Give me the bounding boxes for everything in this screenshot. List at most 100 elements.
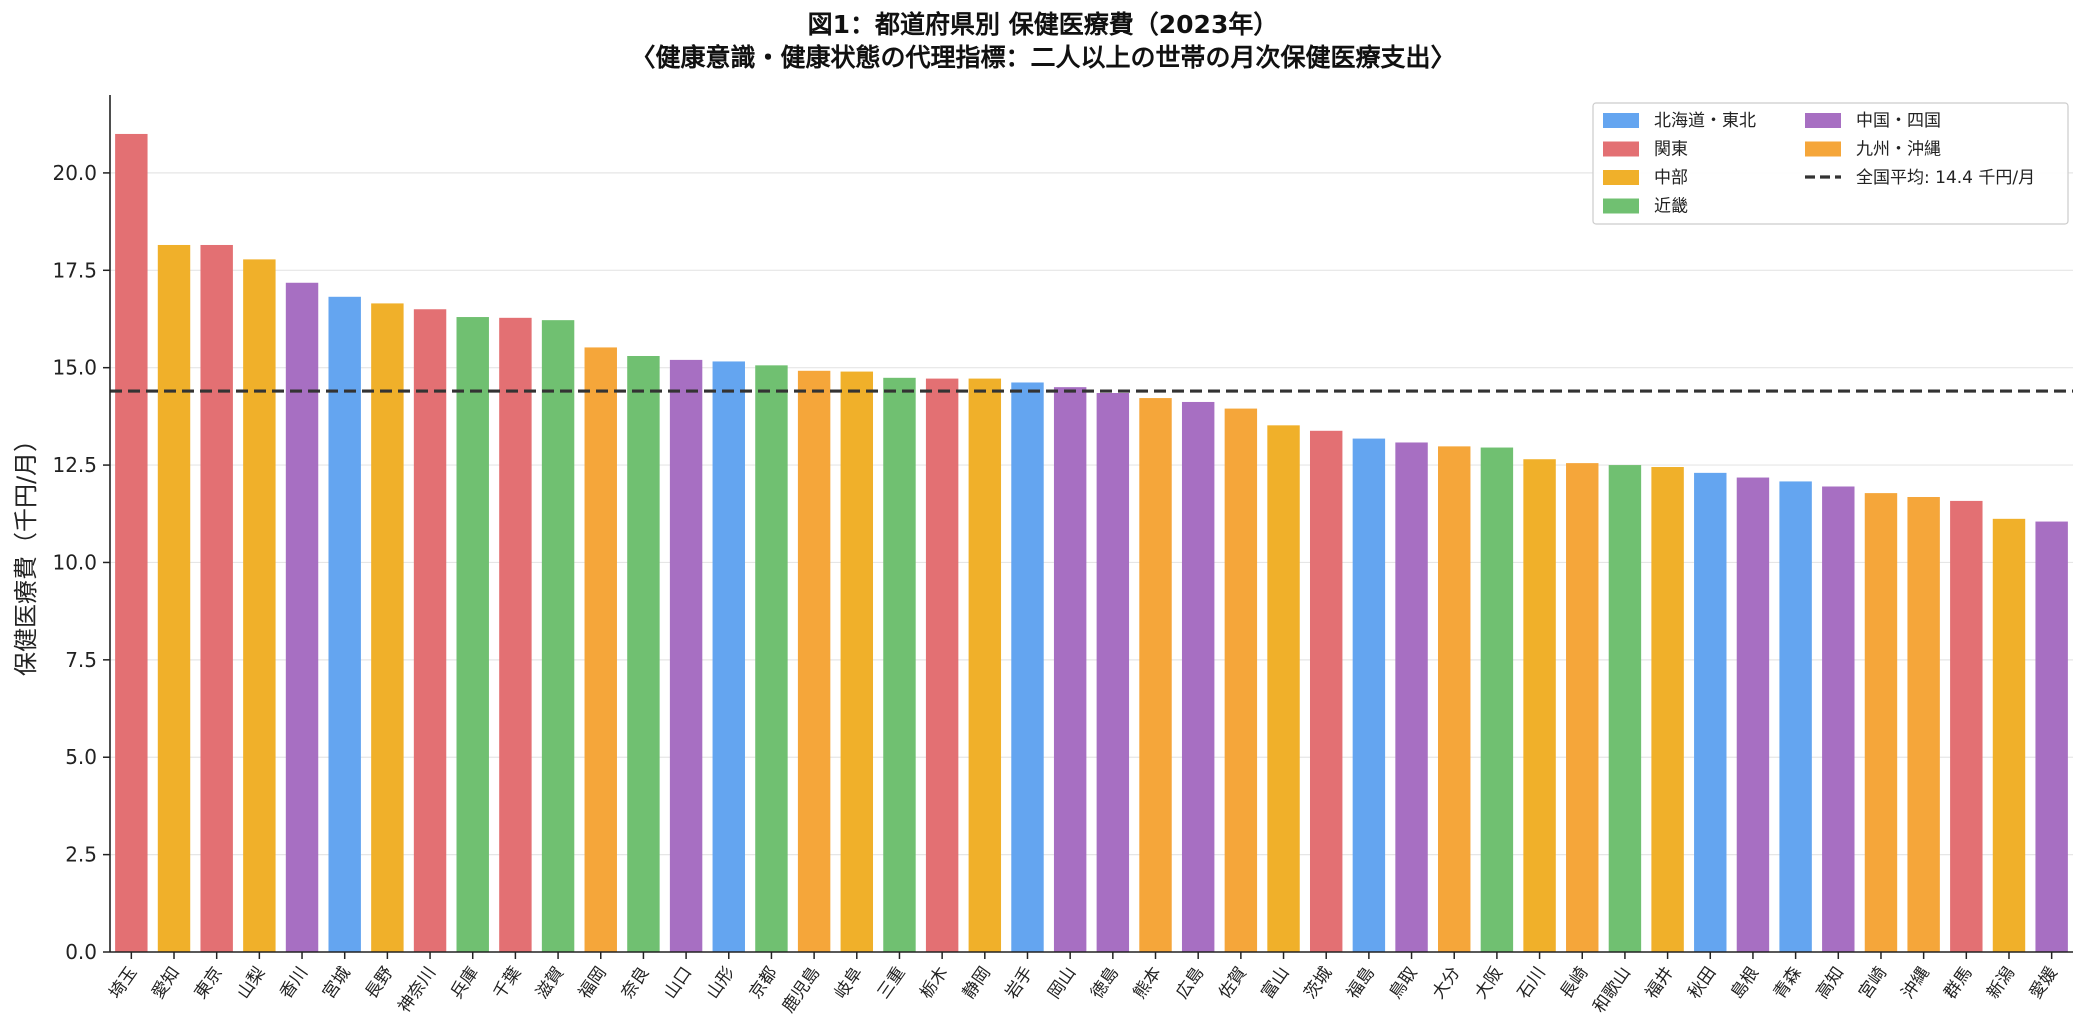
x-tick-label: 佐賀 — [1215, 963, 1251, 1002]
x-tick-label: 島根 — [1727, 963, 1763, 1002]
x-tick-label: 東京 — [191, 963, 227, 1002]
x-tick-label: 新潟 — [1983, 963, 2019, 1002]
x-tick-label: 福岡 — [575, 963, 611, 1002]
bar-福岡 — [584, 347, 617, 953]
x-tick-label: 山梨 — [234, 963, 270, 1002]
chart-subtitle: 〈健康意識・健康状態の代理指標：二人以上の世帯の月次保健医療支出〉 — [630, 43, 1455, 72]
bar-神奈川 — [413, 309, 447, 952]
bar-岐阜 — [840, 371, 874, 952]
legend-label: 関東 — [1654, 140, 1688, 160]
bar-奈良 — [627, 355, 660, 952]
x-tick-label: 三重 — [874, 963, 910, 1002]
x-tick-label: 群馬 — [1941, 963, 1977, 1002]
x-tick-label: 岡山 — [1044, 963, 1080, 1002]
bar-宮城 — [328, 296, 361, 952]
bar-三重 — [883, 377, 916, 952]
x-tick-label: 愛知 — [148, 963, 184, 1002]
x-tick-label: 岐阜 — [831, 963, 867, 1002]
y-tick-label: 7.5 — [65, 648, 97, 672]
bar-千葉 — [499, 317, 532, 952]
y-tick-label: 10.0 — [52, 550, 97, 574]
x-tick-label: 岩手 — [1002, 963, 1038, 1002]
x-tick-label: 奈良 — [618, 963, 654, 1002]
bar-長崎 — [1566, 463, 1599, 952]
x-tick-label: 沖縄 — [1898, 963, 1934, 1002]
bar-富山 — [1267, 425, 1300, 952]
bar-埼玉 — [115, 133, 148, 953]
bar-長野 — [371, 303, 404, 952]
bar-佐賀 — [1224, 408, 1258, 952]
x-tick-label: 香川 — [276, 963, 312, 1002]
y-tick-label: 0.0 — [65, 940, 97, 964]
legend-swatch — [1603, 141, 1639, 157]
bar-京都 — [755, 365, 788, 952]
x-tick-label: 静岡 — [959, 963, 995, 1002]
y-tick-label: 12.5 — [52, 453, 97, 477]
x-tick-label: 福井 — [1642, 963, 1678, 1002]
bar-滋賀 — [541, 320, 575, 952]
x-tick-label: 高知 — [1813, 963, 1849, 1002]
legend-label: 九州・沖縄 — [1856, 140, 1941, 160]
bar-島根 — [1736, 477, 1770, 952]
bar-山口 — [669, 359, 703, 953]
x-tick-label: 和歌山 — [1589, 963, 1635, 1016]
bar-秋田 — [1694, 472, 1727, 952]
bar-福井 — [1651, 467, 1684, 952]
bar-愛媛 — [2035, 521, 2068, 952]
bar-岩手 — [1011, 382, 1044, 952]
bar-大分 — [1438, 446, 1471, 952]
legend-label: 全国平均: 14.4 千円/月 — [1856, 168, 2035, 188]
bar-栃木 — [925, 378, 959, 952]
grid-lines — [110, 172, 2073, 856]
x-tick-label: 山形 — [703, 963, 739, 1002]
legend-swatch — [1805, 141, 1841, 157]
x-tick-label: 宮崎 — [1855, 963, 1891, 1002]
x-tick-label: 秋田 — [1684, 963, 1720, 1002]
bar-静岡 — [968, 378, 1002, 952]
legend-swatch — [1603, 170, 1639, 185]
bar-山梨 — [243, 259, 276, 952]
x-tick-label: 滋賀 — [532, 963, 568, 1002]
x-tick-label: 長野 — [362, 963, 398, 1002]
bar-岡山 — [1053, 387, 1087, 953]
y-tick-label: 15.0 — [52, 356, 97, 380]
x-tick-label: 栃木 — [916, 963, 952, 1002]
x-tick-label: 兵庫 — [447, 963, 483, 1002]
bar-東京 — [200, 244, 233, 953]
bar-群馬 — [1950, 500, 1983, 952]
chart-title: 図1：都道府県別 保健医療費（2023年） — [808, 10, 1279, 39]
bar-石川 — [1523, 459, 1556, 952]
bar-宮崎 — [1864, 493, 1898, 952]
x-tick-label: 広島 — [1172, 963, 1208, 1002]
x-tick-label: 徳島 — [1087, 963, 1123, 1002]
legend-swatch — [1603, 198, 1639, 214]
legend-label: 近畿 — [1654, 197, 1688, 217]
y-tick-label: 2.5 — [65, 843, 97, 867]
x-tick-label: 福島 — [1343, 963, 1379, 1002]
bar-福島 — [1352, 438, 1386, 952]
bar-和歌山 — [1608, 465, 1642, 952]
x-tick-label: 宮城 — [319, 963, 355, 1002]
x-tick-label: 鳥取 — [1386, 963, 1422, 1002]
x-tick-label: 鹿児島 — [779, 963, 825, 1016]
x-tick-label: 青森 — [1770, 963, 1806, 1002]
y-tick-label: 20.0 — [52, 161, 97, 185]
bar-茨城 — [1309, 430, 1343, 952]
x-tick-label: 山口 — [660, 963, 696, 1002]
bar-山形 — [712, 361, 745, 952]
bar-広島 — [1181, 401, 1215, 953]
x-tick-label: 大阪 — [1471, 963, 1507, 1002]
y-axis-title: 保健医療費（千円/月） — [12, 428, 40, 676]
bar-熊本 — [1139, 398, 1172, 952]
x-tick-label: 神奈川 — [395, 963, 441, 1016]
bar-新潟 — [1992, 518, 2026, 952]
x-tick-label: 愛媛 — [2026, 963, 2062, 1002]
x-tick-label: 石川 — [1514, 963, 1550, 1002]
x-tick-label: 千葉 — [490, 963, 526, 1002]
x-tick-label: 埼玉 — [106, 963, 142, 1002]
legend-frame — [1592, 102, 2069, 225]
legend-label: 中国・四国 — [1856, 111, 1941, 131]
